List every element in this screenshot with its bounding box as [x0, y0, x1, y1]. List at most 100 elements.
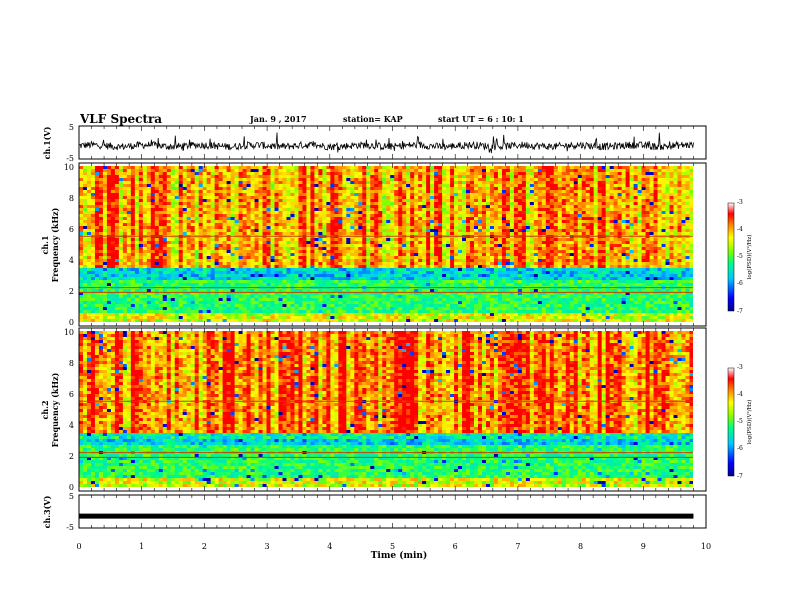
spectrogram-cell	[130, 268, 136, 272]
spectrogram-cell	[162, 181, 168, 185]
spectrogram-cell	[210, 232, 216, 236]
spectrogram-cell	[210, 265, 216, 269]
spectrogram-cell	[322, 316, 327, 320]
spectrogram-cell	[374, 238, 379, 242]
spectrogram-cell	[206, 241, 212, 245]
spectrogram-cell	[79, 313, 84, 317]
spectrogram-cell	[178, 193, 184, 197]
spectrogram-cell	[406, 301, 411, 305]
spectrogram-cell	[406, 313, 411, 317]
spectrogram-cell	[234, 193, 239, 197]
spectrogram-cell	[394, 289, 399, 293]
spectrogram-cell	[206, 202, 212, 206]
spectrogram-cell	[378, 211, 383, 215]
spectrogram-cell	[418, 280, 423, 284]
spectrogram-cell	[202, 265, 208, 269]
spectrogram-cell	[306, 187, 311, 191]
spectrogram-cell	[314, 313, 319, 317]
spectrogram-cell	[294, 244, 299, 248]
spectrogram-cell	[298, 232, 303, 236]
spectrogram-cell	[310, 298, 315, 302]
spectrogram-cell	[418, 166, 423, 170]
spectrogram-cell	[390, 268, 395, 272]
spectrogram-cell	[218, 268, 224, 272]
spectrogram-cell	[362, 238, 367, 242]
spectrogram-cell	[334, 313, 339, 317]
spectrogram-cell	[79, 256, 84, 260]
spectrogram-cell	[126, 277, 132, 281]
spectrogram-cell	[214, 268, 220, 272]
spectrogram-cell	[346, 208, 351, 212]
spectrogram-cell	[130, 184, 136, 188]
spectrogram-cell	[258, 217, 263, 221]
spectrogram-cell	[414, 223, 419, 227]
spectrogram-cell	[246, 295, 251, 299]
spectrogram-cell	[330, 202, 335, 206]
spectrogram-cell	[366, 256, 371, 260]
spectrogram-cell	[90, 184, 96, 188]
spectrogram-cell	[206, 226, 212, 230]
spectrogram-cell	[86, 190, 92, 194]
spectrogram-cell	[226, 319, 232, 322]
spectrogram-cell	[110, 196, 116, 200]
spectrogram-cell	[102, 238, 108, 242]
spectrogram-cell	[114, 262, 120, 266]
spectrogram-cell	[302, 223, 307, 227]
spectrogram-cell	[230, 181, 236, 185]
spectrogram-cell	[438, 214, 443, 218]
spectrogram-cell	[426, 229, 431, 233]
spectrogram-cell	[442, 229, 447, 233]
spectrogram-cell	[374, 292, 379, 296]
spectrogram-cell	[262, 259, 267, 263]
spectrogram-cell	[278, 184, 283, 188]
spectrogram-cell	[354, 172, 359, 176]
spectrogram-cell	[110, 238, 116, 242]
spectrogram-cell	[314, 304, 319, 308]
spectrogram-cell	[342, 202, 347, 206]
spectrogram-cell	[330, 295, 335, 299]
spectrogram-cell	[294, 250, 299, 254]
spectrogram-cell	[354, 211, 359, 215]
spectrogram-cell	[334, 175, 339, 179]
spectrogram-cell	[86, 271, 92, 275]
spectrogram-cell	[82, 256, 88, 260]
spectrogram-cell	[326, 238, 331, 242]
spectrogram-cell	[158, 310, 164, 314]
spectrogram-cell	[218, 289, 224, 293]
spectrogram-cell	[438, 283, 443, 287]
spectrogram-cell	[322, 313, 327, 317]
spectrogram-cell	[278, 289, 283, 293]
spectrogram-cell	[82, 280, 88, 284]
spectrogram-cell	[202, 175, 208, 179]
spectrogram-cell	[218, 244, 224, 248]
spectrogram-cell	[290, 208, 295, 212]
spectrogram-cell	[254, 232, 259, 236]
spectrogram-cell	[186, 214, 192, 218]
spectrogram-cell	[230, 241, 236, 245]
spectrogram-cell	[334, 256, 339, 260]
spectrogram-cell	[102, 166, 108, 170]
spectrogram-cell	[394, 319, 399, 322]
spectrogram-cell	[122, 247, 128, 251]
spectrogram-cell	[430, 256, 435, 260]
spectrogram-cell	[378, 316, 383, 320]
spectrogram-cell	[426, 196, 431, 200]
spectrogram-cell	[390, 256, 395, 260]
spectrogram-cell	[386, 262, 391, 266]
spectrogram-cell	[342, 313, 347, 317]
spectrogram-cell	[194, 178, 200, 182]
spectrogram-cell	[106, 307, 112, 311]
spectrogram-cell	[146, 262, 152, 266]
spectrogram-cell	[358, 268, 363, 272]
spectrogram-cell	[394, 187, 399, 191]
spectrogram-cell	[398, 316, 403, 320]
spectrogram-cell	[138, 214, 144, 218]
spectrogram-cell	[402, 280, 407, 284]
spectrogram-cell	[190, 304, 196, 308]
spectrogram-cell	[282, 226, 287, 230]
spectrogram-cell	[310, 319, 315, 322]
spectrogram-cell	[106, 217, 112, 221]
spectrogram-cell	[238, 310, 243, 314]
spectrogram-cell	[286, 304, 291, 308]
spectrogram-cell	[362, 247, 367, 251]
